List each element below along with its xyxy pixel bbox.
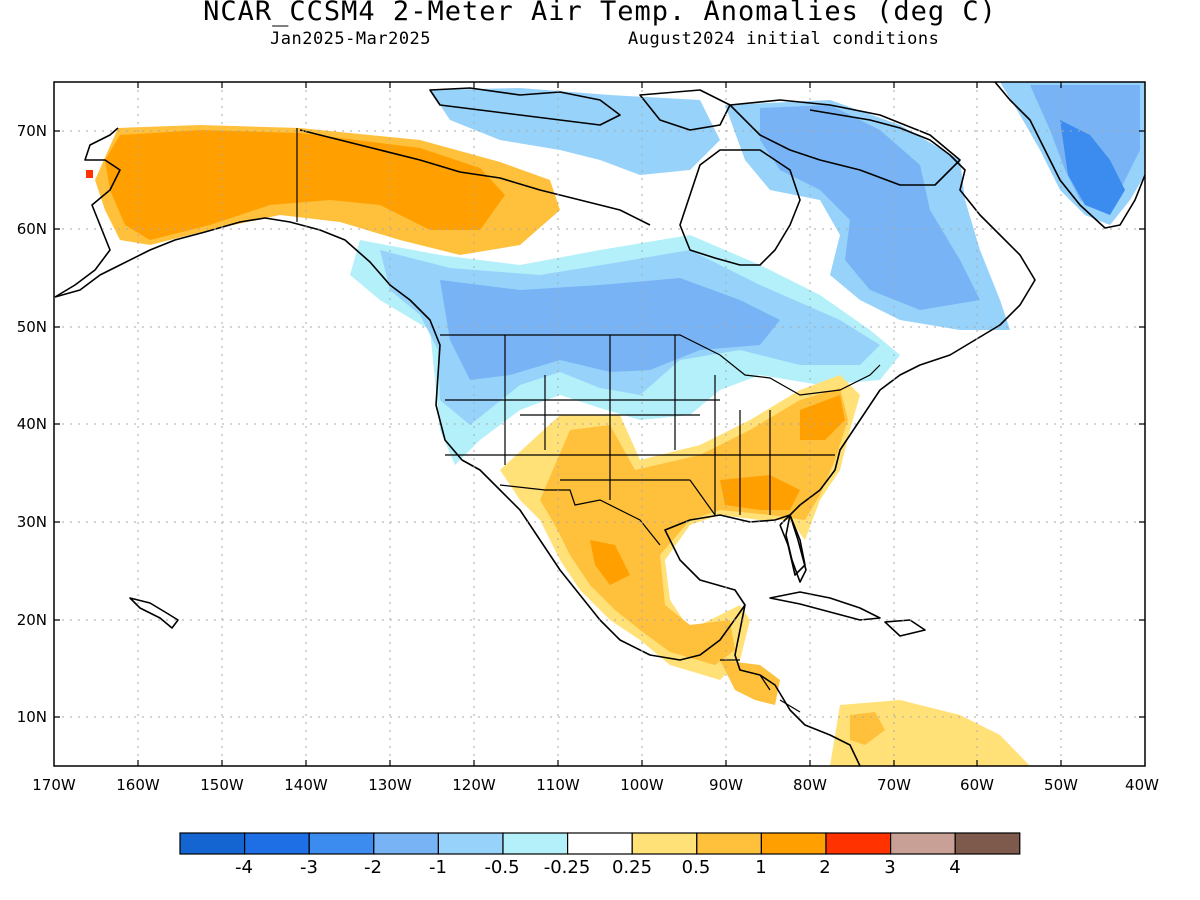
colorbar-box [760, 832, 827, 855]
lon-label: 150W [200, 776, 244, 794]
graticule [54, 82, 1145, 766]
state-lines [445, 335, 835, 516]
initial-conditions: August2024 initial conditions [628, 29, 940, 49]
lon-label: 130W [368, 776, 412, 794]
arctic-coastline [299, 129, 651, 226]
hispaniola-coastline [884, 619, 926, 637]
lat-label: 10N [17, 708, 47, 726]
hawaii-coastline [129, 597, 179, 629]
coastline-layer [54, 82, 1145, 766]
latitude-labels: 70N 60N 50N 40N 30N 20N 10N [17, 122, 47, 726]
colorbar-label: -3 [300, 857, 318, 878]
mexico-warmer-region [590, 540, 630, 585]
lon-label: 60W [960, 776, 994, 794]
east-coastline [779, 109, 1036, 526]
colorbar-box [373, 832, 439, 855]
colorbar-label: 0.25 [612, 857, 652, 878]
colorbar-label: -0.5 [484, 857, 519, 878]
lon-ticks-bottom [137, 760, 1062, 766]
lat-label: 30N [17, 513, 47, 531]
map-title: NCAR_CCSM4 2-Meter Air Temp. Anomalies (… [203, 0, 997, 27]
alaska-hot-spot [86, 170, 93, 178]
boundary-layer [296, 128, 881, 713]
south-warm-region [540, 388, 848, 665]
colorbar-box [696, 832, 762, 855]
lat-label: 50N [17, 318, 47, 336]
central-america-warm-region [720, 660, 780, 705]
colorbar-label: -0.25 [544, 857, 591, 878]
ohio-valley-warmer-region [800, 395, 845, 440]
lon-label: 140W [284, 776, 328, 794]
colorbar-box [244, 832, 310, 855]
lon-label: 80W [793, 776, 827, 794]
colorbar-label: -2 [364, 857, 382, 878]
greenland-cold-region [1060, 120, 1125, 215]
florida-coastline [785, 514, 807, 583]
colorbar-box [437, 832, 504, 855]
colorbar: -4 -3 -2 -1 -0.5 -0.25 0.25 0.5 1 2 3 4 [179, 832, 1021, 878]
colorbar-box [954, 832, 1021, 855]
tick-marks [54, 82, 1145, 766]
colorbar-box [308, 832, 375, 855]
colorbar-boxes [179, 832, 1021, 855]
colorbar-labels: -4 -3 -2 -1 -0.5 -0.25 0.25 0.5 1 2 3 4 [235, 857, 961, 878]
forecast-period: Jan2025-Mar2025 [270, 29, 432, 49]
lat-label: 70N [17, 122, 47, 140]
colorbar-box [502, 832, 569, 855]
arctic-island-2 [639, 89, 731, 131]
us-mexico-border [499, 484, 661, 546]
hudson-bay-coastline [679, 149, 801, 266]
lat-ticks-left [54, 130, 60, 718]
lon-label: 100W [620, 776, 664, 794]
colorbar-box [179, 832, 246, 855]
lon-label: 160W [116, 776, 160, 794]
colorbar-box [631, 832, 698, 855]
lon-label: 70W [877, 776, 911, 794]
arctic-island-1 [429, 87, 621, 126]
lat-label: 20N [17, 611, 47, 629]
lon-label: 120W [452, 776, 496, 794]
alaska-warmer-region [105, 130, 505, 240]
lat-label: 40N [17, 415, 47, 433]
colorbar-label: -4 [235, 857, 253, 878]
colorbar-label: 0.5 [682, 857, 711, 878]
colorbar-label: 4 [949, 857, 960, 878]
lon-label: 90W [709, 776, 743, 794]
colorbar-label: -1 [429, 857, 447, 878]
lat-ticks-right [1139, 130, 1145, 718]
greenland-coastline [994, 82, 1145, 229]
eastern-canada-cooler-region [760, 105, 980, 310]
lon-ticks-top [137, 82, 1062, 88]
longitude-labels: 170W 160W 150W 140W 130W 120W 110W 100W … [32, 776, 1159, 794]
colorbar-label: 3 [884, 857, 895, 878]
colorbar-box [825, 832, 892, 855]
us-canada-border [440, 334, 881, 396]
lon-label: 50W [1044, 776, 1078, 794]
colorbar-label: 2 [819, 857, 830, 878]
venezuela-warm-region [850, 712, 885, 745]
alaska-west-coast [54, 127, 121, 298]
map-area [54, 82, 1145, 766]
colorbar-box [889, 832, 956, 855]
baffin-island [729, 99, 961, 186]
lat-label: 60N [17, 220, 47, 238]
colorbar-label: 1 [755, 857, 766, 878]
canada-cooler-region [440, 278, 780, 380]
lon-label: 170W [32, 776, 76, 794]
colorbar-box [566, 832, 633, 855]
north-america-coastline [54, 217, 861, 766]
central-america-borders [720, 659, 801, 713]
lon-label: 110W [536, 776, 580, 794]
lon-label: 40W [1125, 776, 1159, 794]
